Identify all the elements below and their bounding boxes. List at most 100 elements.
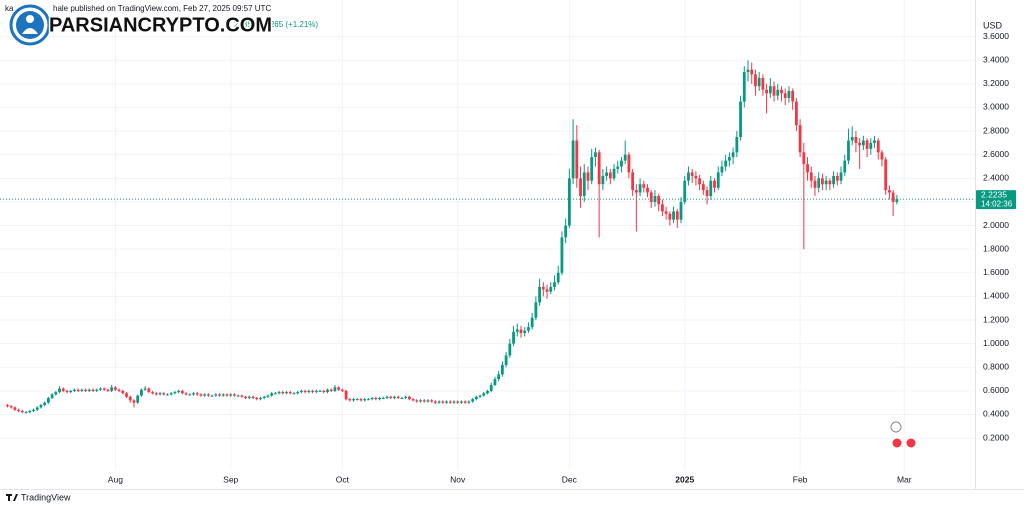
candle-body bbox=[292, 393, 296, 395]
candle-body bbox=[668, 213, 672, 220]
candle-body bbox=[240, 395, 244, 397]
candle-body bbox=[489, 384, 493, 391]
candle-body bbox=[739, 101, 742, 137]
footer: TradingView bbox=[21, 492, 71, 502]
candle-body bbox=[631, 172, 635, 191]
candle-body bbox=[20, 410, 24, 413]
candle-body bbox=[158, 393, 162, 395]
candle-body bbox=[757, 77, 761, 87]
candle-body bbox=[556, 272, 560, 283]
y-tick-label: 0.8000 bbox=[983, 362, 1009, 372]
candle-body bbox=[880, 152, 884, 160]
candle-body bbox=[448, 401, 452, 403]
candle-body bbox=[273, 393, 277, 395]
candles bbox=[0, 60, 975, 414]
candle-body bbox=[177, 390, 181, 393]
candle-body bbox=[512, 331, 515, 344]
candle-body bbox=[445, 401, 448, 403]
candle-body bbox=[467, 401, 471, 403]
candle-body bbox=[515, 329, 519, 332]
candle-body bbox=[768, 86, 772, 94]
candle-body bbox=[701, 184, 705, 191]
candle-body bbox=[314, 390, 318, 393]
candle-body bbox=[824, 180, 828, 185]
candle-body bbox=[255, 397, 259, 400]
candle-body bbox=[166, 394, 169, 396]
candle-body bbox=[300, 390, 303, 393]
candle-body bbox=[277, 392, 281, 394]
candle-body bbox=[605, 172, 608, 176]
candle-body bbox=[117, 389, 121, 391]
x-tick-label: Feb bbox=[793, 474, 808, 484]
candle-body bbox=[869, 142, 873, 149]
candle-body bbox=[125, 393, 128, 397]
candle-body bbox=[106, 389, 110, 391]
tradingview-logo bbox=[6, 494, 18, 501]
candle-body bbox=[199, 394, 203, 396]
candle-body bbox=[58, 388, 61, 393]
candle-body bbox=[303, 390, 307, 393]
candle-body bbox=[567, 178, 571, 226]
candle-body bbox=[463, 401, 467, 403]
y-tick-label: 3.4000 bbox=[983, 54, 1009, 64]
candle-body bbox=[363, 399, 367, 401]
candle-body bbox=[147, 388, 151, 393]
candle-body bbox=[355, 399, 359, 401]
candle-body bbox=[675, 211, 679, 220]
candle-body bbox=[35, 407, 39, 410]
y-tick-label: 3.2000 bbox=[983, 78, 1009, 88]
event-icons bbox=[890, 421, 917, 449]
candle-body bbox=[709, 180, 713, 197]
candle-body bbox=[24, 412, 28, 414]
candle-body bbox=[229, 394, 233, 396]
candle-body bbox=[411, 399, 415, 401]
candle-body bbox=[192, 393, 195, 395]
candle-body bbox=[590, 157, 594, 181]
candle-body bbox=[594, 152, 597, 158]
candle-body bbox=[497, 374, 501, 380]
candle-body bbox=[545, 289, 549, 292]
candle-body bbox=[724, 160, 728, 167]
candle-body bbox=[318, 390, 322, 392]
candle-body bbox=[84, 389, 87, 391]
candle-body bbox=[128, 396, 132, 401]
candle-body bbox=[87, 389, 91, 391]
candle-body bbox=[195, 393, 199, 395]
candle-body bbox=[612, 168, 616, 179]
candle-body bbox=[817, 178, 821, 188]
watermark-logo bbox=[9, 4, 51, 46]
candle-body bbox=[333, 387, 337, 391]
candle-body bbox=[32, 409, 35, 411]
candle-body bbox=[28, 410, 32, 413]
candle-body bbox=[687, 172, 690, 181]
candle-body bbox=[419, 400, 422, 402]
x-tick-label: Dec bbox=[562, 474, 578, 484]
candle-body bbox=[307, 390, 311, 393]
candle-body bbox=[839, 172, 843, 181]
candle-body bbox=[456, 401, 460, 403]
candle-body bbox=[132, 400, 136, 403]
candle-body bbox=[843, 160, 847, 173]
candle-body bbox=[80, 389, 84, 391]
candle-body bbox=[664, 211, 668, 214]
candle-body bbox=[169, 393, 173, 395]
candle-body bbox=[404, 396, 408, 398]
y-tick-label: 3.0000 bbox=[983, 102, 1009, 112]
candle-body bbox=[367, 399, 370, 401]
candle-body bbox=[218, 394, 221, 396]
candle-body bbox=[99, 388, 102, 390]
candle-body bbox=[649, 192, 653, 202]
candle-body bbox=[698, 178, 702, 185]
candle-body bbox=[582, 172, 586, 197]
candle-body bbox=[344, 390, 348, 400]
candle-body bbox=[393, 396, 396, 398]
candle-body bbox=[809, 172, 813, 181]
y-tick-label: 1.4000 bbox=[983, 291, 1009, 301]
candle-body bbox=[661, 204, 664, 212]
y-tick-label: 1.0000 bbox=[983, 338, 1009, 348]
candle-body bbox=[236, 395, 240, 397]
candle-body bbox=[813, 180, 817, 188]
y-tick-label: 2.6000 bbox=[983, 149, 1009, 159]
candle-body bbox=[73, 389, 76, 391]
candle-body bbox=[188, 394, 192, 396]
